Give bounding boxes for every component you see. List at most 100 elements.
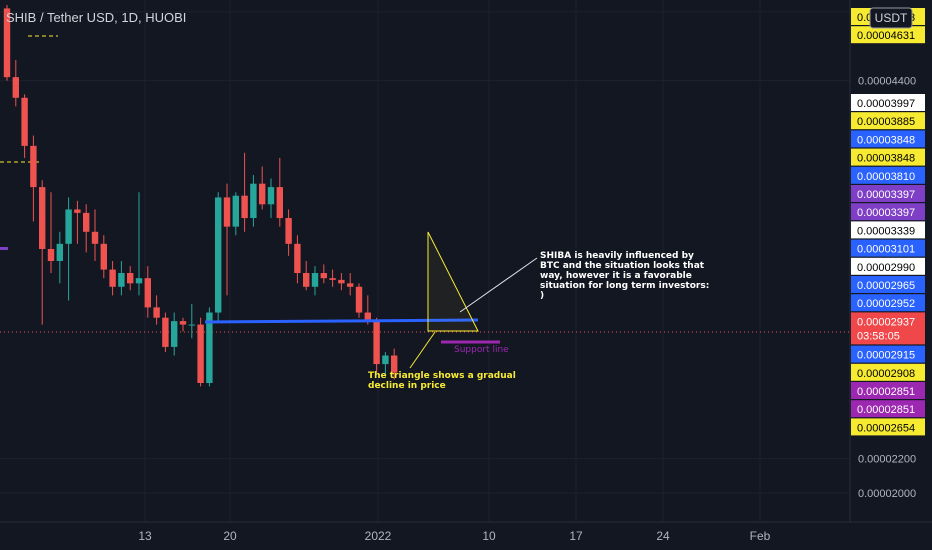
candle — [320, 264, 327, 284]
candle — [188, 303, 195, 339]
candle-body — [391, 355, 398, 373]
shiba-note-line: BTC and the situation looks that — [540, 261, 705, 271]
price-label-text: 0.00003997 — [857, 98, 915, 110]
triangle-note-line: The triangle shows a gradual — [368, 371, 516, 381]
price-label: 0.00002915 — [851, 345, 925, 363]
candle — [65, 197, 72, 301]
price-label: 0.00002952 — [851, 294, 925, 312]
time-tick-label: 2022 — [365, 529, 392, 543]
price-label: 0.00002654 — [851, 418, 925, 436]
candle — [338, 273, 345, 291]
price-label: 0.00003997 — [851, 94, 925, 111]
symbol-title[interactable]: SHIB / Tether USD, 1D, HUOBI — [6, 10, 186, 25]
candle-body — [206, 312, 213, 383]
shiba-note-line: way, however it is a favorable — [540, 271, 692, 281]
candle-body — [65, 209, 72, 244]
price-tick-label: 0.00002000 — [858, 488, 916, 500]
price-label-text: 0.00002965 — [857, 280, 915, 292]
candle-body — [338, 279, 345, 284]
candle — [241, 152, 248, 232]
price-label-text: 0.00002952 — [857, 298, 915, 310]
candle-body — [135, 278, 143, 284]
candle — [259, 166, 266, 210]
candle — [3, 5, 11, 81]
time-tick-label: Feb — [750, 529, 771, 543]
candle — [109, 261, 116, 296]
candle-body — [118, 273, 125, 287]
price-label-text: 0.00003397 — [857, 207, 915, 219]
candle-body — [250, 183, 257, 219]
support-line[interactable] — [204, 318, 479, 324]
candle-body — [364, 312, 371, 322]
candle — [250, 175, 257, 227]
candle-body — [83, 212, 90, 232]
price-label: 0.00003810 — [851, 166, 925, 184]
candle-body — [12, 77, 19, 98]
price-label-bg — [851, 112, 925, 130]
candle — [382, 352, 389, 377]
candle-body — [329, 278, 336, 280]
candle-body — [74, 209, 81, 213]
candle — [162, 312, 169, 353]
price-label-bg — [851, 94, 925, 111]
candle — [118, 261, 125, 296]
candle-body — [30, 145, 37, 188]
candle-body — [47, 248, 55, 261]
time-axis[interactable]: 13 20 2022 10 17 24 Feb — [138, 529, 770, 543]
candle-body — [311, 273, 319, 287]
grid-lines — [0, 0, 850, 522]
candle-body — [215, 197, 222, 313]
price-label-bg — [851, 203, 925, 221]
candle-body — [303, 273, 310, 287]
triangle-drawing[interactable] — [427, 231, 479, 332]
price-label-text: 0.00002990 — [857, 262, 915, 274]
price-tick-label: 0.00004400 — [858, 76, 916, 88]
candle-body — [259, 183, 266, 205]
candle-body — [285, 218, 292, 244]
price-label-bg — [851, 148, 925, 166]
time-tick-label: 10 — [482, 529, 496, 543]
candle-body — [39, 187, 46, 249]
candle — [223, 183, 231, 296]
candle-body — [100, 243, 107, 270]
candle — [197, 317, 204, 387]
price-label-bg — [851, 221, 925, 239]
candle-body — [171, 321, 178, 347]
price-label-bg — [851, 257, 925, 275]
candle-body — [294, 243, 301, 274]
price-label-text: 0.00002915 — [857, 350, 915, 362]
candle — [74, 200, 81, 244]
price-label: 0.00002965 — [851, 276, 925, 293]
price-label-bg — [851, 418, 925, 436]
time-tick-label: 20 — [223, 529, 237, 543]
candle-body — [355, 286, 363, 313]
candle — [311, 266, 319, 296]
price-label-bg — [851, 185, 925, 202]
price-label-text: 0.00002908 — [857, 368, 915, 380]
candle-body — [162, 317, 169, 347]
candle — [347, 273, 354, 296]
price-label: 0.00003848 — [851, 130, 925, 148]
shiba-note-line: situation for long term investors: — [540, 281, 709, 291]
candle — [83, 204, 90, 253]
candle — [215, 192, 222, 322]
price-label-text: 0.00003885 — [857, 116, 915, 128]
candle — [373, 317, 380, 373]
candle — [135, 192, 143, 296]
support-line-label: Support line — [454, 345, 509, 355]
candle-body — [56, 243, 63, 261]
price-label-text: 0.00002937 — [857, 316, 915, 328]
candle-body — [127, 273, 134, 284]
price-label-bg — [851, 26, 925, 44]
price-label-bg — [851, 345, 925, 363]
countdown-text: 03:58:05 — [857, 330, 900, 342]
price-label: 0.00003848 — [851, 148, 925, 166]
price-tick-label: 0.00002200 — [858, 454, 916, 466]
time-tick-label: 17 — [569, 529, 583, 543]
price-label: 0.00002851 — [851, 400, 925, 418]
candle-body — [347, 283, 354, 287]
currency-button[interactable]: USDT — [869, 7, 913, 29]
candle — [206, 307, 213, 387]
time-tick-label: 24 — [656, 529, 670, 543]
